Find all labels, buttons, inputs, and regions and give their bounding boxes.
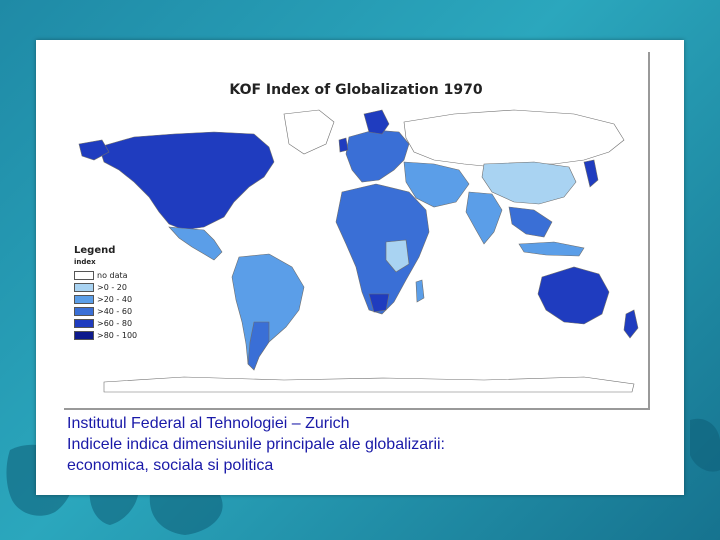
legend-item-label: no data (97, 271, 128, 280)
region-argentina (247, 321, 270, 371)
region-south-america (231, 253, 305, 371)
legend-item-label: >0 - 20 (97, 283, 127, 292)
region-china (481, 161, 577, 205)
region-africa (335, 183, 430, 315)
slide-caption: Institutul Federal al Tehnologiei – Zuri… (67, 413, 667, 476)
legend-item-label: >60 - 80 (97, 319, 133, 328)
map-legend: Legend index no data >0 - 20 >20 - 40 >4… (74, 245, 144, 342)
region-new-zealand (623, 309, 639, 339)
region-europe (345, 129, 410, 183)
caption-line: Institutul Federal al Tehnologiei – Zuri… (67, 415, 350, 432)
region-greenland (283, 109, 335, 155)
legend-item: no data (74, 270, 144, 281)
region-uk (338, 137, 349, 153)
region-middle-east (403, 161, 470, 208)
legend-swatch (74, 319, 94, 328)
map-title: KOF Index of Globalization 1970 (229, 82, 483, 98)
region-north-asia (403, 109, 625, 168)
region-madagascar (415, 279, 425, 303)
legend-item: >40 - 60 (74, 306, 144, 317)
region-australia (537, 266, 610, 325)
caption-line: economica, sociala si politica (67, 457, 274, 474)
legend-item-label: >80 - 100 (97, 331, 138, 340)
legend-title: Legend (74, 245, 116, 256)
caption-line: Indicele indica dimensiunile principale … (67, 436, 445, 453)
region-japan (583, 159, 599, 188)
legend-item: >0 - 20 (74, 282, 144, 293)
region-southeast-asia (508, 206, 553, 238)
legend-item-label: >40 - 60 (97, 307, 133, 316)
region-indonesia (518, 241, 585, 257)
legend-item: >80 - 100 (74, 330, 144, 341)
region-india (465, 191, 503, 245)
legend-swatch (74, 283, 94, 292)
region-south-africa (368, 293, 390, 313)
legend-subtitle: index (74, 258, 96, 266)
world-map (78, 109, 639, 393)
region-scandinavia (363, 109, 390, 135)
legend-swatch (74, 307, 94, 316)
legend-swatch (74, 295, 94, 304)
legend-swatch (74, 331, 94, 340)
world-map-panel: KOF Index of Globalization 1970 (64, 52, 650, 410)
region-north-america (98, 131, 275, 231)
legend-item-label: >20 - 40 (97, 295, 133, 304)
legend-swatch (74, 271, 94, 280)
region-antarctica (103, 376, 635, 393)
region-central-america (168, 226, 223, 261)
region-alaska (78, 139, 110, 161)
legend-item: >20 - 40 (74, 294, 144, 305)
region-east-africa (385, 239, 410, 273)
legend-item: >60 - 80 (74, 318, 144, 329)
